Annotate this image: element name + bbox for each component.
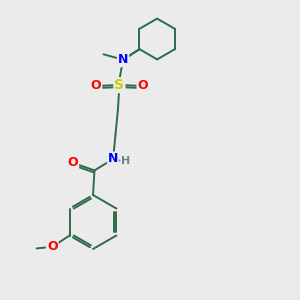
- Text: N: N: [118, 53, 128, 66]
- Text: S: S: [114, 78, 124, 92]
- Text: O: O: [68, 156, 78, 170]
- Text: O: O: [91, 79, 101, 92]
- Text: O: O: [47, 240, 58, 254]
- Text: N: N: [108, 152, 118, 166]
- Text: H: H: [121, 156, 130, 167]
- Text: O: O: [137, 79, 148, 92]
